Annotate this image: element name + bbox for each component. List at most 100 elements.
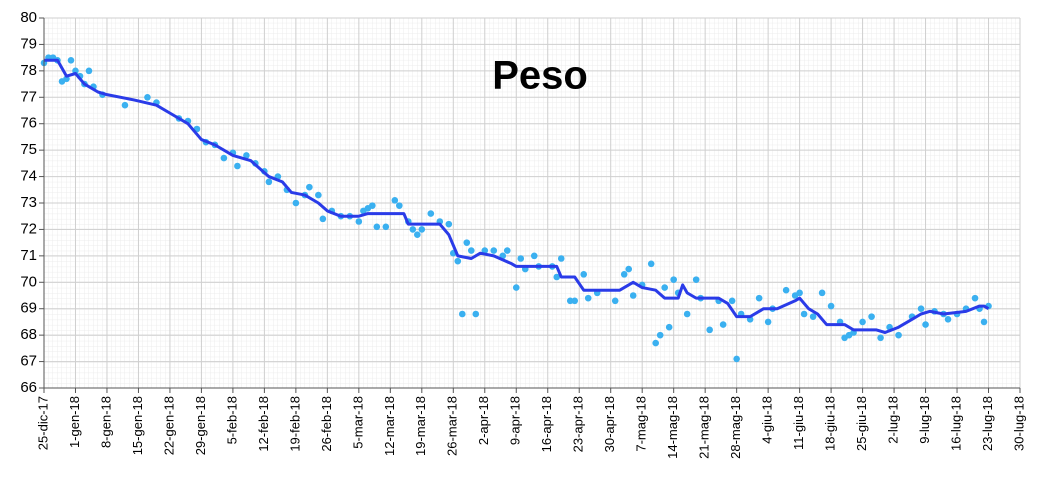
- x-tick-label: 8-gen-18: [98, 396, 113, 448]
- x-tick-label: 4-giu-18: [760, 396, 775, 444]
- x-tick-label: 25-dic-17: [35, 396, 50, 450]
- data-point: [481, 247, 489, 254]
- chart-title: Peso: [492, 54, 588, 98]
- data-point: [67, 56, 75, 64]
- data-point: [647, 260, 655, 268]
- data-point: [220, 154, 228, 162]
- y-tick-label: 74: [20, 168, 37, 185]
- data-point: [944, 315, 952, 323]
- data-point: [859, 318, 866, 326]
- data-point: [445, 220, 453, 228]
- y-tick-label: 67: [20, 353, 37, 370]
- data-point: [373, 223, 381, 231]
- y-tick-label: 78: [20, 62, 37, 79]
- data-point: [706, 326, 713, 334]
- data-point: [580, 271, 588, 278]
- y-tick-label: 75: [20, 141, 37, 158]
- data-point: [355, 218, 363, 225]
- x-tick-label: 12-mar-18: [382, 396, 397, 456]
- data-point: [472, 310, 480, 318]
- data-point: [868, 313, 875, 320]
- data-point: [584, 294, 592, 302]
- data-point: [369, 202, 376, 209]
- data-point: [553, 273, 561, 281]
- x-tick-label: 12-feb-18: [256, 396, 271, 452]
- data-point: [917, 305, 925, 313]
- data-point: [719, 321, 727, 328]
- data-point: [490, 247, 498, 254]
- marks: [40, 54, 992, 363]
- data-point: [85, 67, 93, 75]
- data-point: [315, 191, 322, 199]
- x-tick-label: 5-mar-18: [350, 396, 365, 449]
- grid: [43, 17, 1021, 389]
- data-point: [733, 355, 740, 363]
- data-point: [629, 292, 637, 299]
- data-point: [661, 284, 668, 291]
- x-tick-label: 14-mag-18: [665, 396, 680, 459]
- trend-line: [44, 58, 990, 334]
- data-point: [656, 331, 664, 339]
- data-point: [877, 334, 884, 342]
- x-tick-label: 25-giu-18: [854, 396, 869, 451]
- y-tick-label: 80: [20, 9, 37, 26]
- data-point: [755, 294, 763, 302]
- data-point: [292, 199, 300, 207]
- data-point: [683, 310, 691, 318]
- x-tick-label: 15-gen-18: [130, 396, 145, 455]
- data-point: [796, 289, 803, 297]
- data-point: [144, 93, 151, 101]
- x-tick-label: 19-mar-18: [413, 396, 428, 456]
- y-tick-label: 70: [20, 273, 37, 290]
- data-point: [809, 313, 817, 320]
- y-tick-label: 66: [20, 379, 37, 396]
- data-point: [818, 289, 826, 297]
- data-point: [670, 276, 677, 283]
- data-point: [454, 257, 462, 265]
- data-point: [895, 331, 902, 339]
- data-point: [980, 318, 988, 326]
- data-point: [391, 197, 399, 204]
- labels: 66 67 68 69 70 71 72 73 74 75 76 77 78 79 80 25-dic-17 1…: [20, 9, 1026, 459]
- data-point: [782, 286, 790, 294]
- x-tick-label: 28-mag-18: [728, 396, 743, 459]
- data-point: [265, 178, 273, 186]
- x-tick-label: 1-gen-18: [67, 396, 82, 448]
- data-point: [306, 183, 313, 191]
- data-point: [611, 297, 619, 305]
- data-point: [827, 302, 835, 310]
- data-point: [458, 310, 466, 318]
- data-point: [319, 215, 327, 223]
- data-point: [764, 318, 772, 326]
- data-point: [234, 162, 241, 170]
- y-tick-label: 68: [20, 326, 37, 343]
- data-point: [512, 284, 520, 291]
- data-point: [503, 247, 511, 254]
- x-tick-label: 2-lug-18: [886, 396, 901, 444]
- x-tick-label: 26-mar-18: [445, 396, 460, 456]
- data-point: [414, 231, 421, 239]
- data-point: [625, 265, 633, 273]
- x-tick-label: 16-apr-18: [539, 396, 554, 452]
- x-tick-label: 30-lug-18: [1011, 396, 1026, 451]
- data-point: [121, 101, 129, 109]
- x-tick-label: 26-feb-18: [319, 396, 334, 452]
- x-tick-label: 19-feb-18: [287, 396, 302, 452]
- x-tick-label: 11-giu-18: [791, 396, 806, 450]
- x-tick-label: 23-lug-18: [980, 396, 995, 451]
- data-point: [530, 252, 538, 260]
- data-point: [409, 226, 417, 233]
- y-tick-label: 69: [20, 300, 37, 317]
- data-point: [652, 339, 659, 347]
- data-point: [971, 294, 979, 302]
- data-point: [427, 210, 435, 217]
- x-tick-label: 22-gen-18: [161, 396, 176, 455]
- x-tick-label: 18-giu-18: [823, 396, 838, 451]
- data-point: [517, 255, 525, 262]
- data-point: [571, 297, 579, 305]
- x-tick-label: 7-mag-18: [634, 396, 649, 452]
- data-point: [467, 247, 475, 254]
- data-point: [728, 297, 736, 305]
- data-point: [692, 276, 700, 283]
